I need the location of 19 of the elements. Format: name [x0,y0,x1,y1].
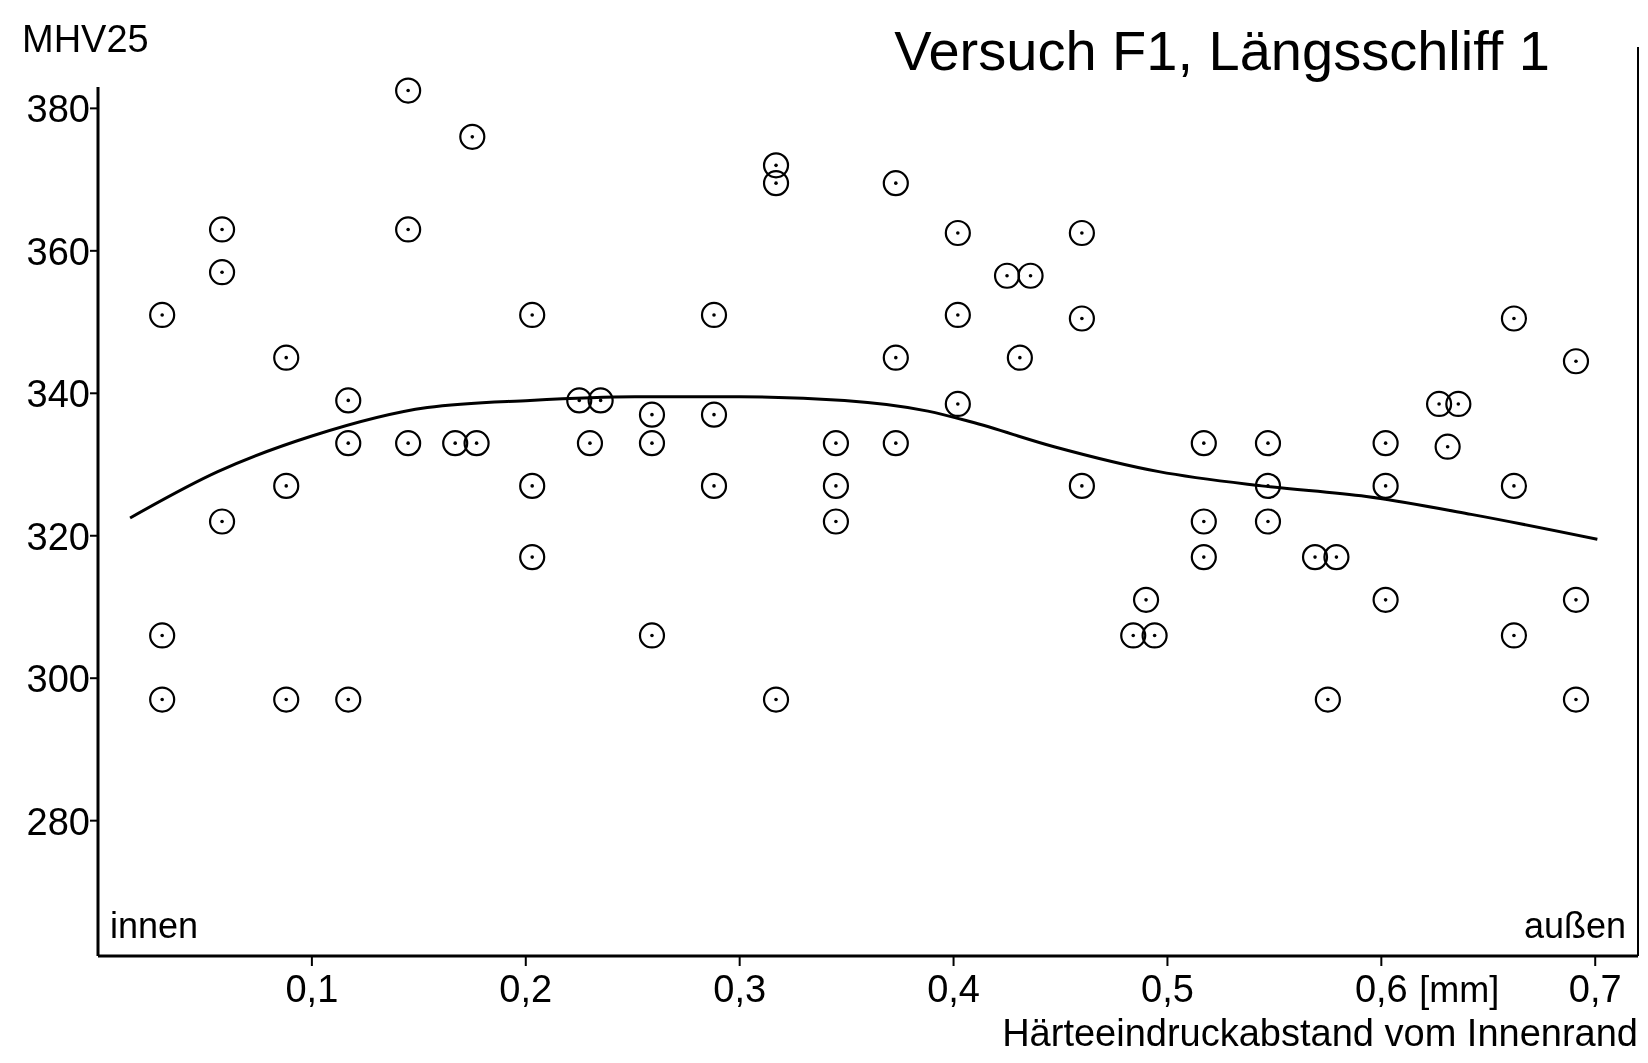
x-tick-label: 0,3 [713,968,767,1010]
y-tick-label: 320 [26,515,90,558]
x-tick-label: 0,5 [1141,968,1194,1010]
chart-title: Versuch F1, Längsschliff 1 [894,19,1550,82]
y-tick-label: 300 [26,658,90,701]
y-axis-title: MHV25 [22,18,149,60]
x-tick-label: 0,6 [1354,968,1408,1010]
x-tick-label: 0,4 [927,968,980,1010]
y-tick-label: 360 [26,230,90,273]
x-tick-label: 0,2 [499,968,553,1010]
x-axis-title: Härteeindruckabstand vom Innenrand [1002,1012,1638,1054]
annotation: innen [110,905,199,946]
x-tick-label: 0,1 [285,968,339,1010]
y-tick-label: 280 [26,800,90,843]
y-tick-label: 380 [26,88,90,131]
text: [mm] [1419,969,1500,1010]
x-tick-label: 0,7 [1568,968,1622,1010]
y-tick-label: 340 [26,373,90,416]
annotation: außen [1523,905,1626,946]
